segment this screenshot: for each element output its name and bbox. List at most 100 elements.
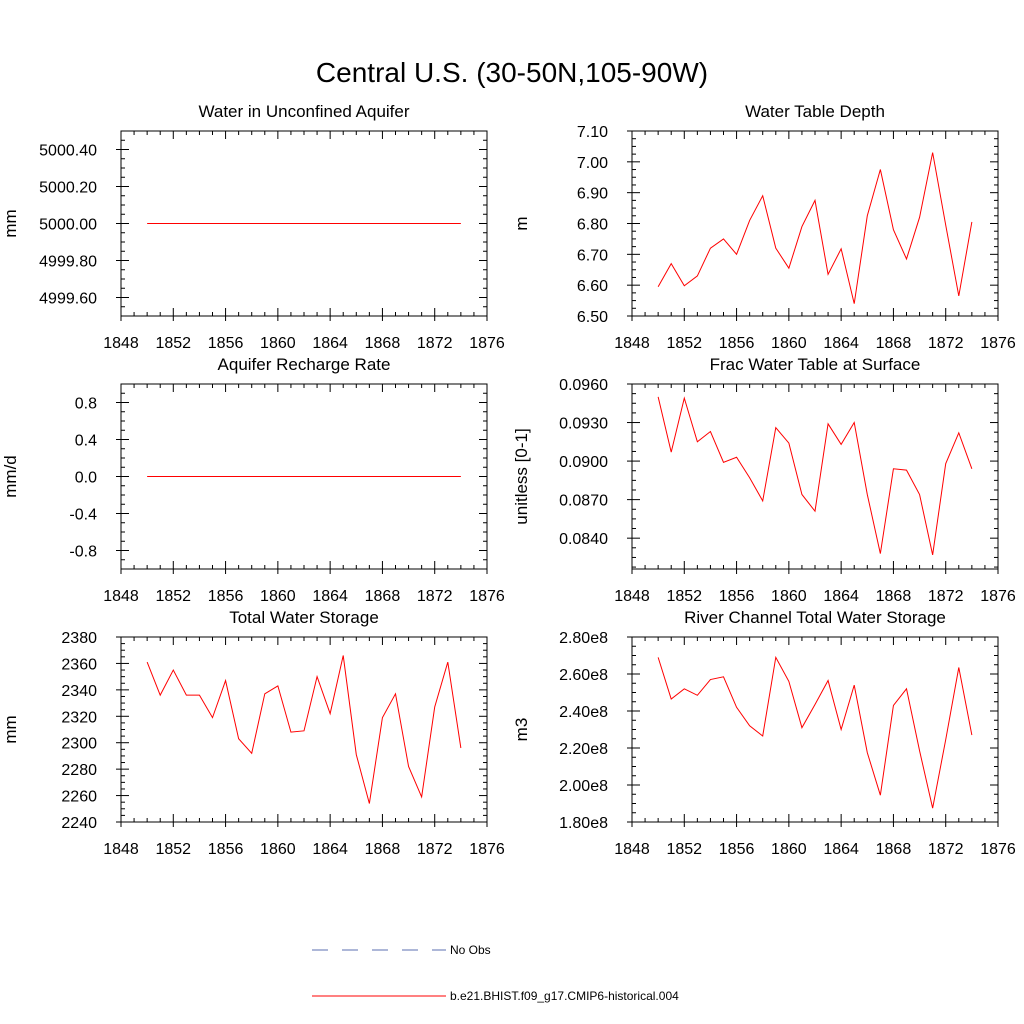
y-tick-label: 6.60	[577, 278, 608, 295]
x-tick-label: 1860	[771, 588, 807, 605]
y-tick-label: 6.70	[577, 247, 608, 264]
y-tick-label: 0.0930	[559, 416, 608, 433]
y-tick-label: 7.10	[577, 124, 608, 141]
x-tick-label: 1864	[823, 841, 859, 858]
x-tick-label: 1848	[614, 335, 650, 352]
x-tick-label: 1864	[312, 588, 348, 605]
series-line	[657, 396, 973, 555]
plot-frame	[631, 130, 999, 317]
panel-title: Water in Unconfined Aquifer	[198, 102, 409, 121]
x-tick-label: 1876	[980, 841, 1016, 858]
x-tick-label: 1872	[417, 841, 453, 858]
y-tick-label: 0.4	[75, 433, 97, 450]
y-axis-label: mm	[1, 715, 20, 743]
y-tick-label: 5000.40	[39, 143, 97, 160]
y-tick-label: 2380	[61, 630, 97, 647]
plot-frame	[631, 383, 999, 570]
x-tick-label: 1860	[260, 588, 296, 605]
legend-label-model: b.e21.BHIST.f09_g17.CMIP6-historical.004	[450, 989, 679, 1003]
x-tick-label: 1876	[980, 335, 1016, 352]
x-tick-label: 1852	[666, 335, 702, 352]
x-tick-label: 1848	[614, 588, 650, 605]
y-axis-label: unitless [0-1]	[512, 428, 531, 524]
x-tick-label: 1868	[876, 841, 912, 858]
x-tick-label: 1872	[928, 335, 964, 352]
x-tick-label: 1848	[103, 841, 139, 858]
y-tick-label: 2280	[61, 762, 97, 779]
x-tick-label: 1876	[469, 335, 505, 352]
x-tick-label: 1856	[208, 841, 244, 858]
y-tick-label: 2.80e8	[559, 630, 608, 647]
x-tick-label: 1876	[469, 841, 505, 858]
series-line	[657, 655, 973, 809]
y-tick-label: 6.90	[577, 186, 608, 203]
series-line	[146, 655, 462, 804]
plot-frame	[631, 636, 999, 823]
y-tick-label: 2.00e8	[559, 778, 608, 795]
x-tick-label: 1876	[469, 588, 505, 605]
x-tick-label: 1852	[155, 841, 191, 858]
y-tick-label: 2.40e8	[559, 704, 608, 721]
panel-title: River Channel Total Water Storage	[684, 608, 946, 627]
y-tick-label: 0.8	[75, 396, 97, 413]
x-tick-label: 1848	[103, 335, 139, 352]
y-axis-label: mm	[1, 209, 20, 237]
x-tick-label: 1864	[823, 335, 859, 352]
x-tick-label: 1868	[876, 335, 912, 352]
x-tick-label: 1860	[260, 841, 296, 858]
y-tick-label: 0.0900	[559, 454, 608, 471]
x-tick-label: 1860	[771, 841, 807, 858]
y-axis-label: m	[512, 216, 531, 230]
y-tick-label: 2260	[61, 789, 97, 806]
y-tick-label: 2.60e8	[559, 667, 608, 684]
x-tick-label: 1860	[771, 335, 807, 352]
y-tick-label: 0.0960	[559, 377, 608, 394]
panel-6: River Channel Total Water Storage 1848 185…	[512, 608, 1016, 858]
x-tick-label: 1872	[928, 588, 964, 605]
legend-label-no-obs: No Obs	[450, 943, 491, 957]
x-tick-label: 1868	[365, 841, 401, 858]
y-tick-label: 2300	[61, 736, 97, 753]
y-tick-label: 2320	[61, 709, 97, 726]
panel-title: Total Water Storage	[229, 608, 379, 627]
panel-2: Water Table Depth 1848 1852 1856 1860 1864 186…	[512, 102, 1016, 352]
x-tick-label: 1872	[417, 588, 453, 605]
x-tick-label: 1856	[208, 588, 244, 605]
y-tick-label: 6.80	[577, 217, 608, 234]
x-tick-label: 1868	[876, 588, 912, 605]
x-tick-label: 1868	[365, 335, 401, 352]
x-tick-label: 1852	[155, 335, 191, 352]
panel-title: Water Table Depth	[745, 102, 885, 121]
panels: Water in Unconfined Aquifer 1848 1852 1856 1…	[1, 102, 1016, 858]
y-tick-label: -0.4	[69, 507, 97, 524]
x-tick-label: 1860	[260, 335, 296, 352]
y-tick-label: 4999.60	[39, 291, 97, 308]
x-tick-label: 1856	[208, 335, 244, 352]
x-tick-label: 1856	[719, 841, 755, 858]
series-line	[657, 152, 973, 304]
y-axis-label: mm/d	[1, 455, 20, 498]
y-tick-label: 2360	[61, 656, 97, 673]
x-tick-label: 1852	[155, 588, 191, 605]
x-tick-label: 1852	[666, 841, 702, 858]
y-tick-label: 1.80e8	[559, 815, 608, 832]
y-tick-label: 0.0840	[559, 531, 608, 548]
x-tick-label: 1848	[614, 841, 650, 858]
x-tick-label: 1848	[103, 588, 139, 605]
panel-title: Aquifer Recharge Rate	[218, 355, 391, 374]
x-tick-label: 1868	[365, 588, 401, 605]
y-tick-label: 4999.80	[39, 254, 97, 271]
y-tick-label: 0.0870	[559, 493, 608, 510]
panel-title: Frac Water Table at Surface	[710, 355, 921, 374]
panel-1: Water in Unconfined Aquifer 1848 1852 1856 1…	[1, 102, 505, 352]
x-tick-label: 1856	[719, 588, 755, 605]
x-tick-label: 1872	[928, 841, 964, 858]
panel-5: Total Water Storage 1848 1852 1856 1860 1864 1…	[1, 608, 505, 858]
x-tick-label: 1856	[719, 335, 755, 352]
x-tick-label: 1872	[417, 335, 453, 352]
x-tick-label: 1864	[312, 841, 348, 858]
figure-title: Central U.S. (30-50N,105-90W)	[316, 57, 708, 88]
y-tick-label: 2240	[61, 815, 97, 832]
panel-4: Frac Water Table at Surface 1848 1852 1856 1…	[512, 355, 1016, 605]
